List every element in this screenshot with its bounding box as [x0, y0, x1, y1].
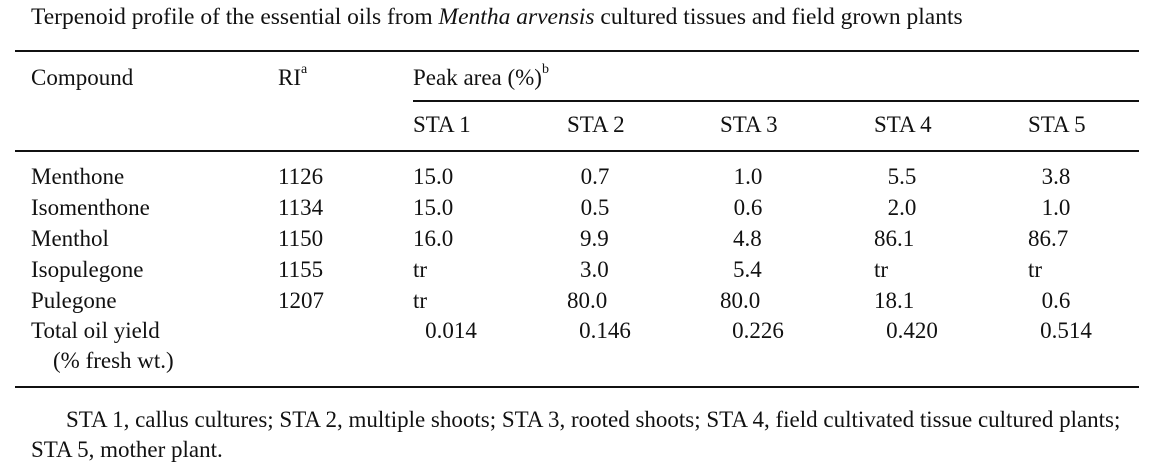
mid-rule — [15, 150, 1139, 152]
cell-sta3: 4.8 — [733, 226, 762, 251]
row-compound: Menthone — [31, 164, 125, 189]
row-ri: 1134 — [278, 195, 324, 220]
cell-sta2: 0.7 — [580, 164, 610, 189]
cell-sta2: 3.0 — [580, 257, 609, 282]
sub-rule — [413, 100, 1139, 102]
top-rule — [15, 50, 1139, 52]
cell-sta4: 18.1 — [874, 288, 915, 313]
row-ri: 1150 — [278, 226, 324, 251]
cell-sta3: 1.0 — [733, 164, 763, 189]
total-label: Total oil yield — [31, 318, 160, 343]
row-compound: Menthol — [31, 226, 109, 251]
header-sta-1: STA 1 — [413, 112, 471, 137]
cell-sta4: tr — [874, 257, 889, 282]
cell-sta5: 86.7 — [1028, 226, 1069, 251]
header-peak-label: Peak area (%) — [413, 65, 542, 90]
cell-sta1: tr — [413, 288, 428, 313]
total-sta5: 0.514 — [1040, 318, 1092, 343]
cell-sta1: 15.0 — [413, 164, 454, 189]
table-caption: Terpenoid profile of the essential oils … — [31, 4, 963, 30]
cell-sta5: 3.8 — [1041, 164, 1071, 189]
caption-species: Mentha arvensis — [438, 4, 595, 30]
row-compound: Isomenthone — [31, 195, 150, 220]
caption-prefix: Terpenoid profile of the essential oils … — [31, 4, 439, 30]
cell-sta2: 80.0 — [567, 288, 608, 313]
cell-sta3: 80.0 — [720, 288, 761, 313]
cell-sta3: 0.6 — [733, 195, 763, 220]
header-ri-sup: a — [301, 62, 308, 77]
bottom-rule — [15, 386, 1139, 388]
cell-sta1: 16.0 — [413, 226, 454, 251]
header-compound: Compound — [31, 65, 134, 90]
row-compound: Pulegone — [31, 288, 117, 313]
header-peak-sup: b — [541, 62, 549, 77]
row-ri: 1207 — [278, 288, 324, 313]
cell-sta3: 5.4 — [733, 257, 762, 282]
header-peak-area: Peak area (%)b — [413, 63, 549, 90]
cell-sta1: tr — [413, 257, 428, 282]
total-sta2: 0.146 — [579, 318, 631, 343]
header-sta-3: STA 3 — [720, 112, 778, 137]
cell-sta4: 5.5 — [887, 164, 917, 189]
header-ri-label: RI — [278, 65, 301, 90]
total-sta3: 0.226 — [732, 318, 784, 343]
table-footnote: STA 1, callus cultures; STA 2, multiple … — [31, 407, 1121, 462]
cell-sta2: 9.9 — [580, 226, 609, 251]
header-sta-2: STA 2 — [567, 112, 625, 137]
total-unit: (% fresh wt.) — [53, 348, 174, 373]
row-compound: Isopulegone — [31, 257, 144, 282]
cell-sta1: 15.0 — [413, 195, 454, 220]
row-ri: 1126 — [278, 164, 324, 189]
total-sta1: 0.014 — [425, 318, 477, 343]
row-ri: 1155 — [278, 257, 324, 282]
header-ri: RIa — [278, 63, 307, 90]
cell-sta2: 0.5 — [580, 195, 610, 220]
caption-suffix: cultured tissues and field grown plants — [594, 4, 963, 30]
cell-sta5: 0.6 — [1041, 288, 1071, 313]
total-sta4: 0.420 — [886, 318, 938, 343]
cell-sta5: 1.0 — [1041, 195, 1071, 220]
cell-sta4: 2.0 — [887, 195, 917, 220]
cell-sta4: 86.1 — [874, 226, 915, 251]
cell-sta5: tr — [1028, 257, 1043, 282]
header-sta-4: STA 4 — [874, 112, 932, 137]
header-sta-5: STA 5 — [1028, 112, 1086, 137]
